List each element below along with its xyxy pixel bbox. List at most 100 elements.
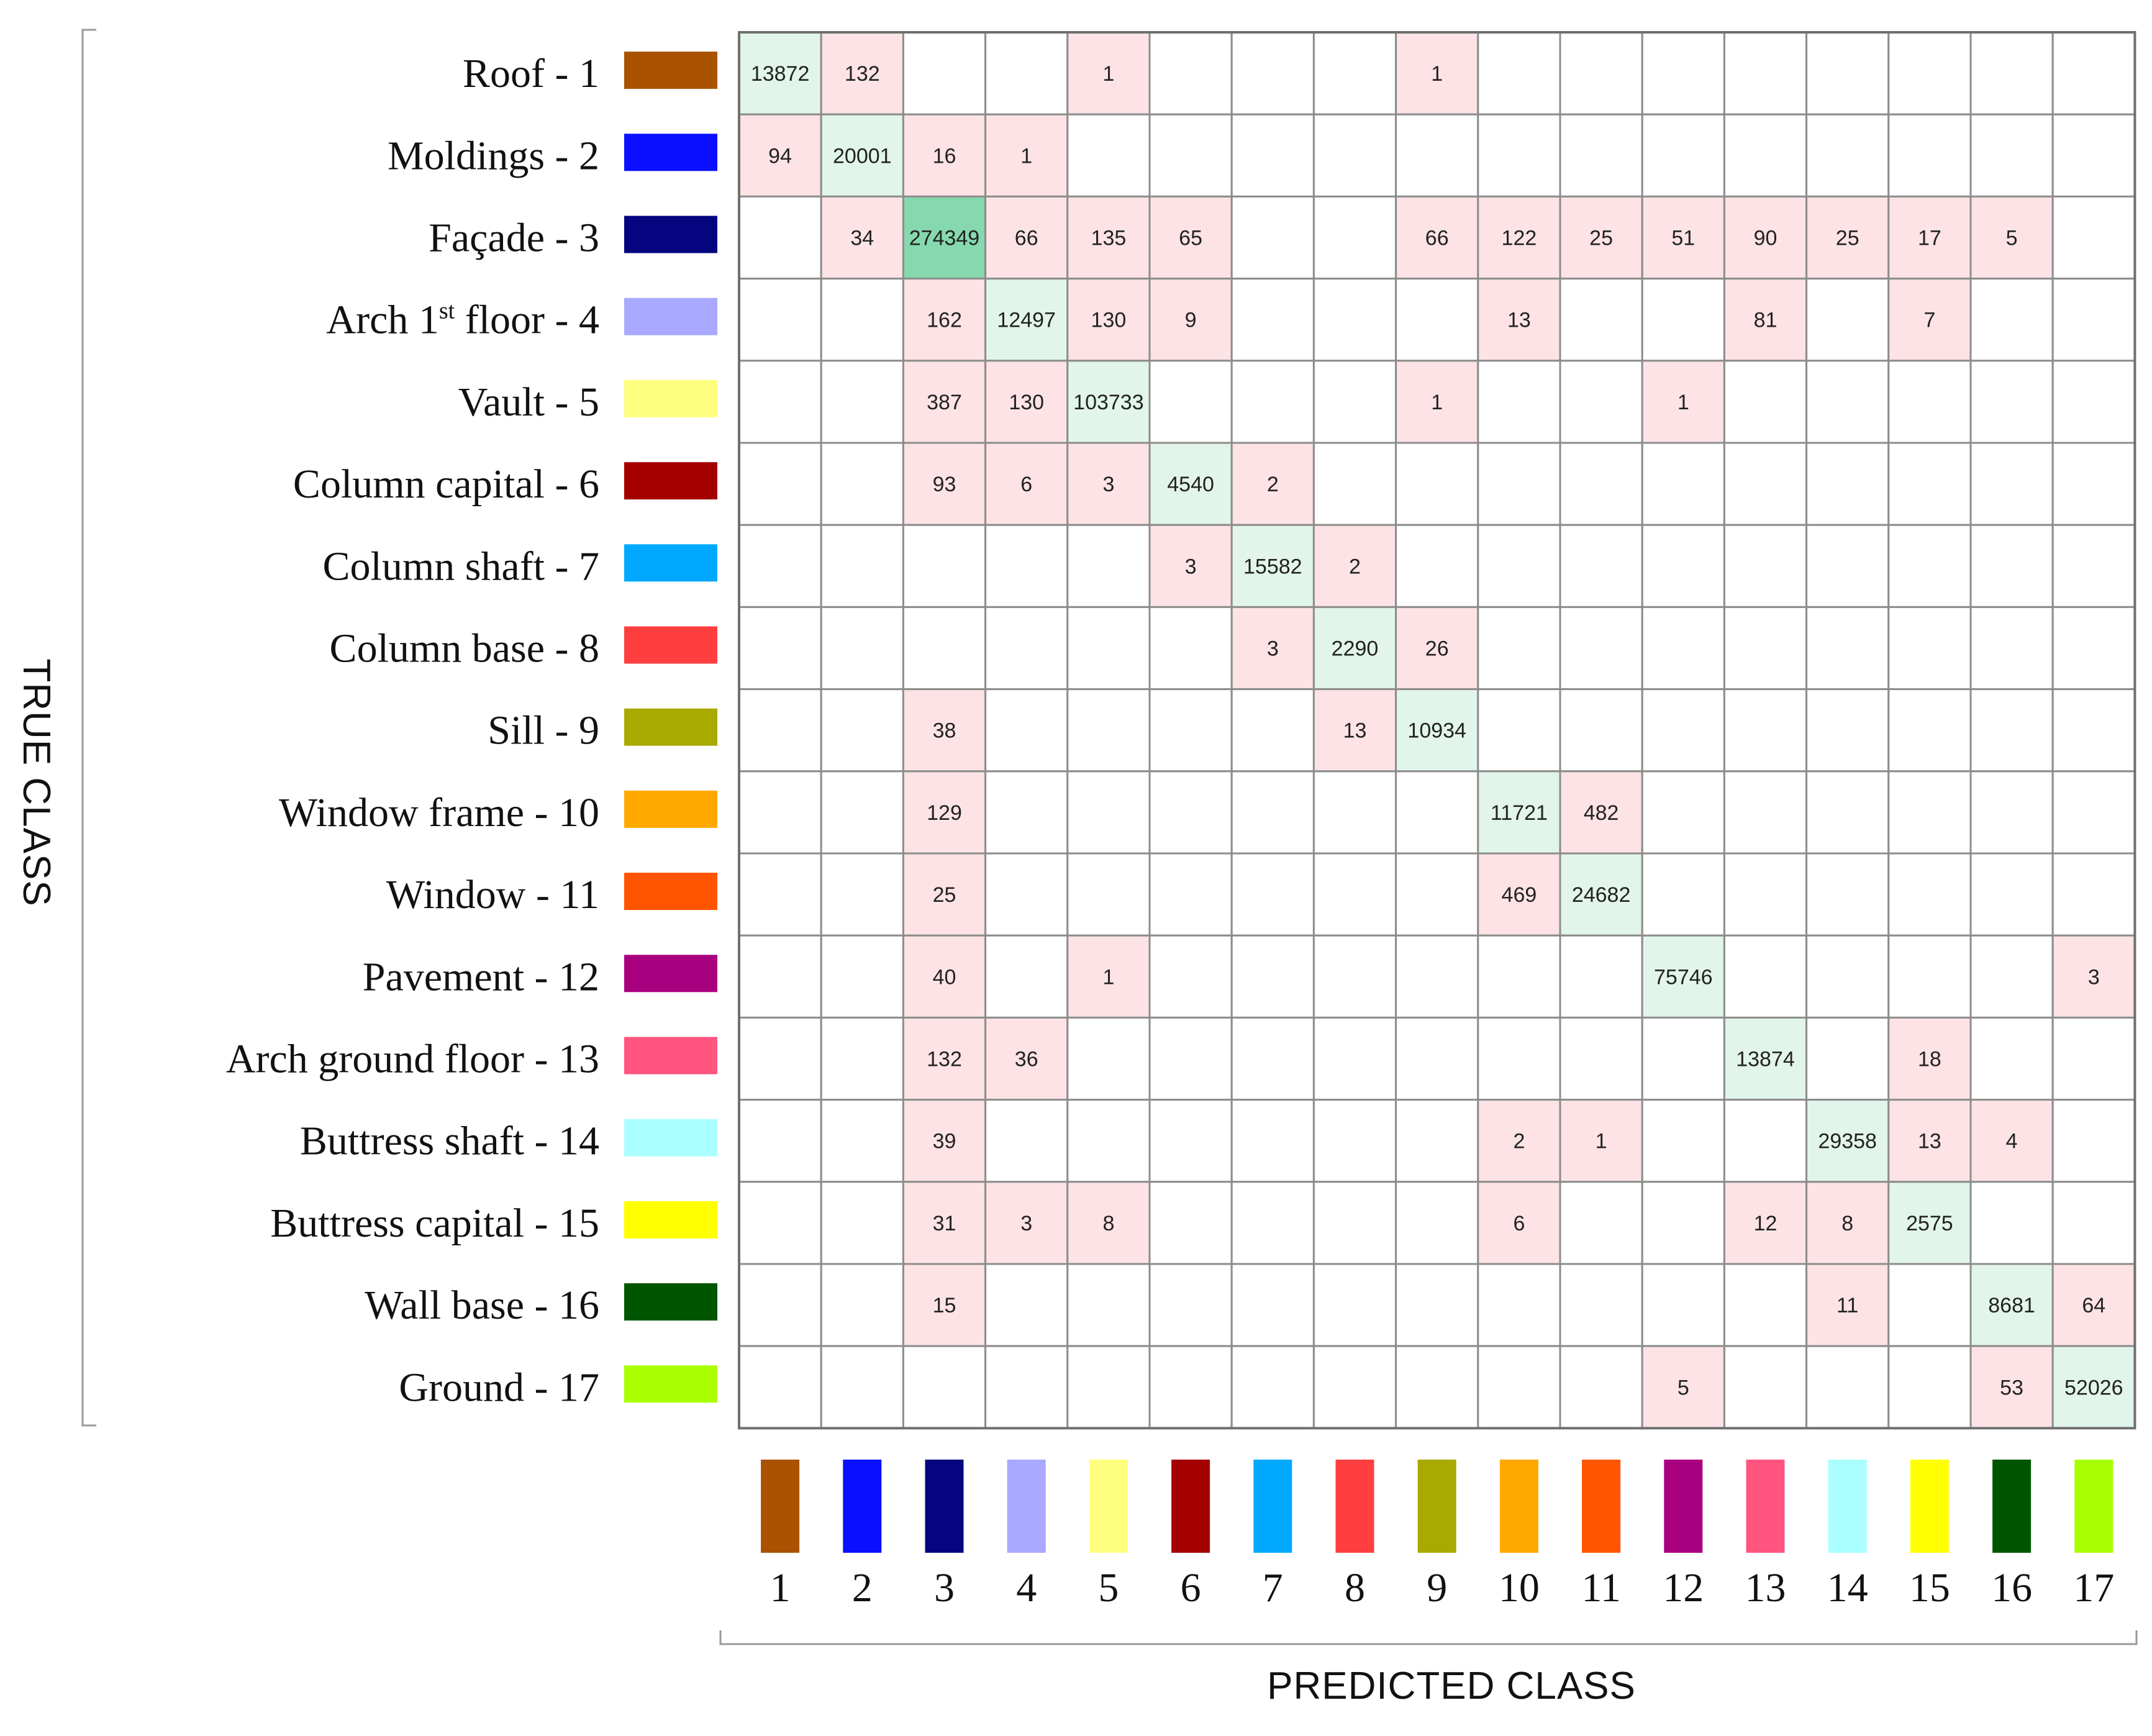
cell-r4-c4 [984,278,1069,362]
cell-r3-c3 [902,195,987,280]
cell-r5-c7 [1230,360,1315,444]
cell-r5-c1 [738,360,822,444]
cell-r5-c17 [2051,360,2136,444]
column-label-5: 5 [1098,1565,1119,1611]
column-swatch-13 [1746,1460,1785,1553]
cell-value-r12-c17: 3 [2088,965,2100,989]
cell-r1-c1 [738,31,822,116]
cell-r8-c14 [1805,606,1890,691]
column-label-12: 12 [1663,1565,1704,1611]
cell-r13-c15 [1887,1016,1972,1101]
cell-r9-c12 [1641,688,1725,773]
cell-value-r1-c2: 132 [845,62,880,86]
cell-r4-c11 [1559,278,1643,362]
cell-value-r12-c5: 1 [1102,965,1114,989]
column-label-8: 8 [1345,1565,1365,1611]
cell-value-r15-c10: 6 [1513,1212,1525,1235]
cell-r4-c9 [1395,278,1479,362]
cell-r14-c9 [1395,1099,1479,1183]
cell-r4-c1 [738,278,822,362]
cell-value-r3-c4: 66 [1015,227,1038,250]
row-label-14: Buttress shaft - 14 [300,1119,599,1164]
cell-r12-c5 [1066,934,1151,1019]
cell-r4-c16 [1969,278,2054,362]
row-label-12: Pavement - 12 [363,954,599,999]
cell-r5-c15 [1887,360,1972,444]
row-label-6: Column capital - 6 [293,461,599,507]
cell-r6-c17 [2051,442,2136,526]
cell-r1-c17 [2051,31,2136,116]
column-label-17: 17 [2073,1565,2114,1611]
row-label-15: Buttress capital - 15 [270,1201,599,1246]
cell-r12-c3 [902,934,987,1019]
cell-r6-c16 [1969,442,2054,526]
cell-r4-c17 [2051,278,2136,362]
cell-r15-c6 [1148,1181,1233,1265]
cell-r12-c8 [1312,934,1397,1019]
cell-r16-c7 [1230,1263,1315,1347]
row-label-2: Moldings - 2 [388,133,599,178]
cell-value-r14-c10: 2 [1513,1130,1525,1153]
cell-value-r9-c3: 38 [933,719,956,743]
cell-r2-c10 [1477,113,1561,198]
row-swatch-7 [624,544,717,582]
column-swatch-11 [1582,1460,1621,1553]
cell-r7-c5 [1066,524,1151,608]
cell-r6-c2 [820,442,904,526]
cell-r10-c17 [2051,770,2136,855]
cell-r4-c15 [1887,278,1972,362]
cell-r5-c14 [1805,360,1890,444]
cell-value-r15-c15: 2575 [1906,1212,1953,1235]
cell-r5-c10 [1477,360,1561,444]
cell-r3-c5 [1066,195,1151,280]
cell-r8-c8 [1312,606,1397,691]
row-swatch-14 [624,1119,717,1157]
cell-value-r3-c5: 135 [1091,227,1127,250]
cell-value-r11-c11: 24682 [1572,883,1631,907]
row-swatch-2 [624,134,717,171]
column-swatch-1 [761,1460,800,1553]
cell-r16-c5 [1066,1263,1151,1347]
cell-r14-c4 [984,1099,1069,1183]
cell-r1-c14 [1805,31,1890,116]
cell-r6-c11 [1559,442,1643,526]
cell-r9-c15 [1887,688,1972,773]
column-swatch-7 [1253,1460,1292,1553]
row-swatch-11 [624,873,717,911]
cell-r10-c7 [1230,770,1315,855]
cell-r2-c7 [1230,113,1315,198]
column-labels: 1 2 3 4 5 6 7 8 9 10 11 12 13 14 15 16 17 [761,1460,2114,1611]
cell-r9-c5 [1066,688,1151,773]
cell-value-r3-c14: 25 [1836,227,1859,250]
cell-r8-c15 [1887,606,1972,691]
cell-value-r12-c12: 75746 [1654,965,1713,989]
cell-r9-c10 [1477,688,1561,773]
column-label-13: 13 [1745,1565,1786,1611]
cell-r3-c13 [1723,195,1808,280]
row-label-13: Arch ground floor - 13 [226,1037,599,1082]
cell-r16-c4 [984,1263,1069,1347]
cell-r9-c13 [1723,688,1808,773]
cell-r10-c16 [1969,770,2054,855]
column-swatch-16 [1992,1460,2032,1553]
cell-r11-c17 [2051,852,2136,937]
cell-value-r9-c8: 13 [1343,719,1367,743]
cell-value-r3-c11: 25 [1589,227,1613,250]
cell-r16-c6 [1148,1263,1233,1347]
row-swatch-8 [624,626,717,664]
row-label-1: Roof - 1 [463,51,599,96]
cell-r6-c10 [1477,442,1561,526]
column-label-6: 6 [1181,1565,1201,1611]
cell-value-r3-c13: 90 [1754,227,1777,250]
cell-r9-c1 [738,688,822,773]
cell-r13-c1 [738,1016,822,1101]
cell-r11-c3 [902,852,987,937]
cell-r12-c1 [738,934,822,1019]
cell-r3-c7 [1230,195,1315,280]
cell-r11-c9 [1395,852,1479,937]
cell-r4-c7 [1230,278,1315,362]
cell-r1-c7 [1230,31,1315,116]
cell-r12-c11 [1559,934,1643,1019]
cell-r1-c15 [1887,31,1972,116]
cell-r5-c13 [1723,360,1808,444]
